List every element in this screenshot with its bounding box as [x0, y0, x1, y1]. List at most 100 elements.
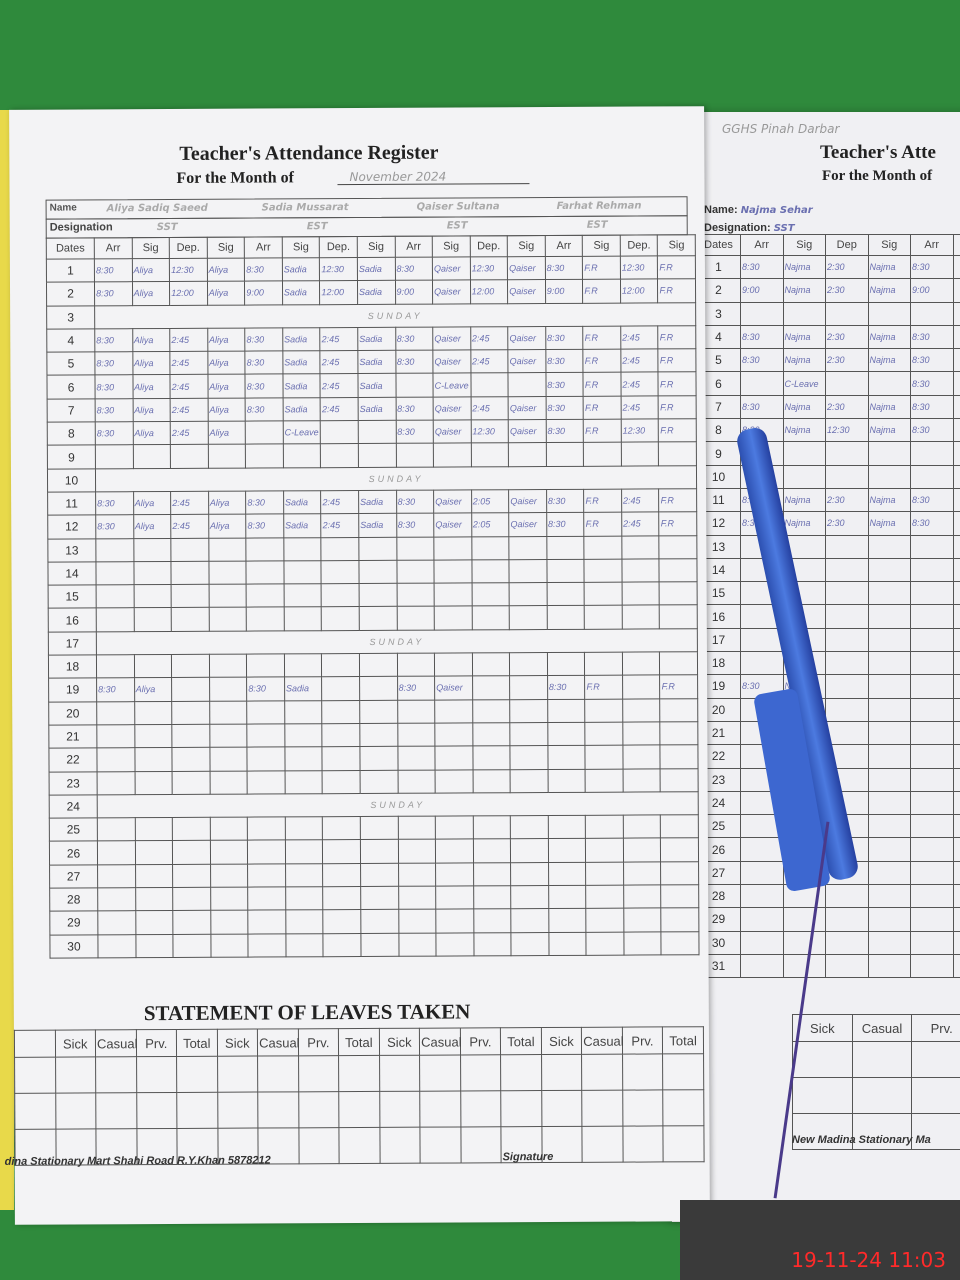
table-row: 4 8:30 Najma 2:30 Najma 8:30 [696, 324, 960, 350]
attendance-cell [867, 814, 911, 839]
date-cell: 19 [48, 678, 97, 702]
attendance-cell: 8:30 [740, 254, 784, 280]
attendance-cell [585, 768, 624, 793]
sunday-note: SUNDAY [95, 465, 697, 492]
attendance-cell [622, 745, 661, 769]
attendance-cell [660, 721, 698, 746]
attendance-cell [133, 584, 172, 609]
attendance-cell [621, 558, 660, 583]
table-row: 12 8:30 Aliya 2:45 Aliya 8:30 Sadia 2:45 Sadia 8:… [47, 511, 697, 539]
attendance-cell: 8:30 [545, 256, 583, 280]
attendance-cell: 8:30 [740, 394, 784, 420]
attendance-cell [740, 371, 784, 396]
attendance-cell: 12:30 [169, 258, 208, 282]
attendance-cell: 12:30 [470, 419, 509, 444]
date-cell: 11 [47, 491, 96, 516]
attendance-cell [209, 770, 248, 795]
attendance-cell [660, 744, 699, 769]
table-row: 25 [49, 814, 699, 842]
attendance-cell [548, 815, 586, 839]
attendance-cell: F.R [657, 255, 696, 280]
leave-cell [851, 1113, 913, 1150]
attendance-cell [171, 700, 210, 725]
attendance-cell [171, 724, 210, 748]
attendance-cell: Sadia [358, 490, 397, 514]
attendance-cell: 8:30 [395, 420, 434, 444]
leave-cell [419, 1054, 461, 1092]
attendance-cell: 8:30 [245, 351, 283, 375]
attendance-cell [172, 887, 211, 911]
leave-header: Total [338, 1028, 380, 1056]
attendance-cell: 8:30 [94, 281, 133, 306]
attendance-cell [322, 839, 361, 864]
name-value: Najma Sehar [740, 205, 813, 216]
attendance-cell [95, 561, 134, 586]
attendance-cell: 12:00 [470, 280, 508, 304]
leave-cell [176, 1056, 218, 1093]
attendance-cell [358, 420, 396, 444]
date-cell: 27 [49, 864, 98, 889]
attendance-cell [208, 444, 246, 468]
attendance-cell [547, 768, 586, 793]
attendance-cell: Sadia [357, 327, 396, 351]
attendance-cell [548, 931, 587, 956]
attendance-cell [472, 722, 511, 747]
leave-header: Casual [257, 1028, 300, 1057]
photo-timestamp: 19-11-24 11:03 [791, 1248, 946, 1272]
date-cell: 6 [46, 375, 96, 399]
table-row: 23 [49, 768, 699, 795]
attendance-cell: Aliya [207, 327, 246, 352]
attendance-cell [210, 863, 248, 888]
attendance-cell: 2:30 [825, 511, 869, 536]
attendance-cell: C-Leave [782, 371, 826, 396]
date-cell: 30 [49, 934, 99, 959]
attendance-cell [508, 442, 547, 467]
attendance-cell [247, 817, 286, 841]
attendance-cell [740, 837, 784, 862]
attendance-cell: 9:00 [545, 279, 583, 304]
attendance-cell [246, 537, 284, 561]
attendance-cell [622, 605, 660, 629]
attendance-cell [952, 464, 960, 489]
attendance-cell [97, 817, 135, 842]
date-cell: 9 [47, 445, 96, 469]
attendance-cell [910, 534, 954, 559]
attendance-cell [247, 747, 285, 771]
table-row: 17 [696, 627, 960, 653]
attendance-cell [584, 698, 623, 723]
leave-header: Casual [95, 1029, 138, 1057]
attendance-cell: Sadia [282, 280, 320, 305]
attendance-cell [867, 627, 911, 653]
attendance-cell: 8:30 [545, 326, 584, 350]
attendance-cell: Najma [782, 324, 826, 350]
table-row: 13 [47, 535, 697, 562]
attendance-cell [473, 839, 511, 863]
attendance-cell: Aliya [208, 514, 247, 538]
attendance-cell [952, 744, 960, 769]
column-header: Sig [867, 234, 911, 256]
leave-cell [420, 1126, 461, 1164]
attendance-cell [867, 581, 911, 606]
leave-cell [851, 1077, 913, 1114]
attendance-cell: 8:30 [546, 512, 585, 537]
attendance-cell: 2:45 [620, 349, 659, 373]
attendance-cell: 8:30 [246, 677, 285, 701]
attendance-cell [910, 953, 954, 979]
footer-publisher: dina Stationary Mart Shahi Road R.Y.Khan… [4, 1154, 271, 1168]
attendance-cell [360, 816, 398, 840]
attendance-cell [547, 745, 586, 770]
attendance-cell [952, 651, 960, 676]
attendance-cell: 2:45 [169, 351, 208, 375]
attendance-cell [360, 886, 399, 910]
attendance-cell: 2:45 [470, 349, 509, 374]
attendance-cell [910, 674, 954, 699]
attendance-cell [510, 862, 549, 886]
attendance-cell: Qaiser [508, 396, 546, 420]
attendance-cell [322, 700, 360, 724]
attendance-cell [397, 839, 436, 864]
attendance-cell: Sadia [357, 257, 395, 281]
attendance-cell [359, 676, 398, 701]
attendance-cell [910, 697, 954, 722]
attendance-cell [867, 697, 911, 722]
date-cell: 14 [47, 561, 97, 586]
